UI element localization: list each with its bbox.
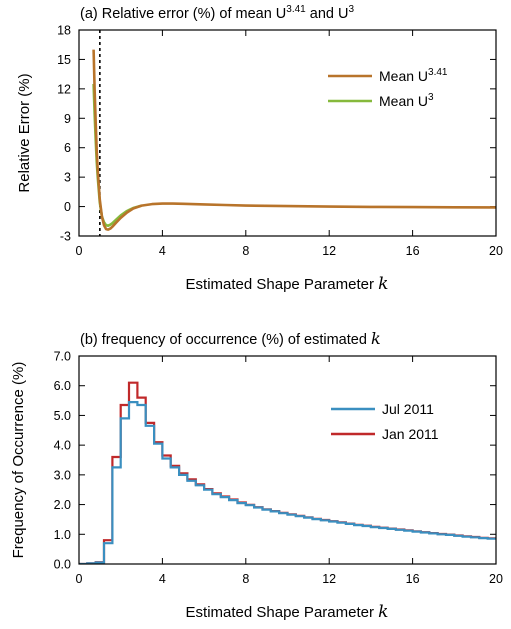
chart-b-y-tick-label-2: 2.0 bbox=[54, 498, 71, 512]
chart-b-y-tick-label-3: 3.0 bbox=[54, 468, 71, 482]
chart-a-x-axis-label: Estimated Shape Parameter k bbox=[186, 274, 389, 294]
chart-a-x-tick-label-3: 12 bbox=[322, 244, 336, 258]
chart-b-x-axis-label: Estimated Shape Parameter k bbox=[186, 602, 389, 622]
legend-label-jul-2011: Jul 2011 bbox=[382, 401, 434, 417]
chart-b-plot-frame bbox=[78, 355, 497, 565]
chart-b-y-tick-label-4: 4.0 bbox=[54, 439, 71, 453]
chart-a-y-tick-label-7: 18 bbox=[57, 24, 71, 38]
chart-b-title: (b) frequency of occurrence (%) of estim… bbox=[80, 329, 381, 348]
chart-a-tick-labels: 0 4 8 12 16 20 -3 0 3 6 9 12 15 18 bbox=[57, 24, 503, 259]
chart-b-y-tick-label-7: 7.0 bbox=[54, 350, 71, 364]
chart-a-x-tick-label-0: 0 bbox=[76, 244, 83, 258]
chart-a-y-axis-label: Relative Error (%) bbox=[16, 73, 33, 192]
chart-b-x-tick-label-5: 20 bbox=[489, 572, 503, 586]
chart-b-x-tick-label-1: 4 bbox=[159, 572, 166, 586]
chart-a-y-tick-label-6: 15 bbox=[57, 53, 71, 67]
chart-a-y-tick-label-5: 12 bbox=[57, 82, 71, 96]
chart-a-y-tick-label-2: 3 bbox=[64, 171, 71, 185]
chart-a: (a) Relative error (%) of mean U3.41 and… bbox=[16, 4, 503, 294]
chart-a-x-tick-label-4: 16 bbox=[406, 244, 420, 258]
chart-a-x-tick-label-5: 20 bbox=[489, 244, 503, 258]
chart-a-plot-frame bbox=[78, 29, 497, 237]
chart-a-legend: Mean U3.41 Mean U3 bbox=[328, 67, 448, 109]
chart-a-y-tick-label-0: -3 bbox=[60, 230, 71, 244]
chart-b-x-tick-label-2: 8 bbox=[242, 572, 249, 586]
chart-a-x-tick-label-2: 8 bbox=[242, 244, 249, 258]
chart-b-y-axis-label: Frequency of Occurrence (%) bbox=[10, 362, 27, 559]
chart-b-y-tick-label-5: 5.0 bbox=[54, 409, 71, 423]
chart-a-x-tick-label-1: 4 bbox=[159, 244, 166, 258]
chart-b-tick-labels: 0 4 8 12 16 20 0.0 1.0 2.0 3.0 4.0 5.0 6.0 7.0 bbox=[54, 350, 503, 587]
chart-b-y-tick-label-6: 6.0 bbox=[54, 379, 71, 393]
chart-b-x-tick-label-0: 0 bbox=[76, 572, 83, 586]
chart-a-y-tick-label-4: 9 bbox=[64, 112, 71, 126]
chart-b-y-tick-label-0: 0.0 bbox=[54, 558, 71, 572]
legend-label-jan-2011: Jan 2011 bbox=[382, 426, 439, 442]
chart-a-y-tick-label-1: 0 bbox=[64, 200, 71, 214]
chart-b-legend: Jul 2011 Jan 2011 bbox=[331, 401, 439, 442]
legend-label-mean-u341: Mean U3.41 bbox=[379, 67, 448, 84]
chart-a-title: (a) Relative error (%) of mean U3.41 and… bbox=[80, 4, 354, 22]
chart-a-series-mean-u341 bbox=[92, 49, 496, 231]
legend-label-mean-u3: Mean U3 bbox=[379, 92, 434, 109]
chart-a-y-tick-label-3: 6 bbox=[64, 141, 71, 155]
chart-b-y-tick-label-1: 1.0 bbox=[54, 528, 71, 542]
chart-b-x-tick-label-4: 16 bbox=[406, 572, 420, 586]
chart-b-series-jul-2011 bbox=[79, 401, 496, 564]
chart-b-x-tick-label-3: 12 bbox=[322, 572, 336, 586]
chart-b: (b) frequency of occurrence (%) of estim… bbox=[10, 329, 503, 622]
